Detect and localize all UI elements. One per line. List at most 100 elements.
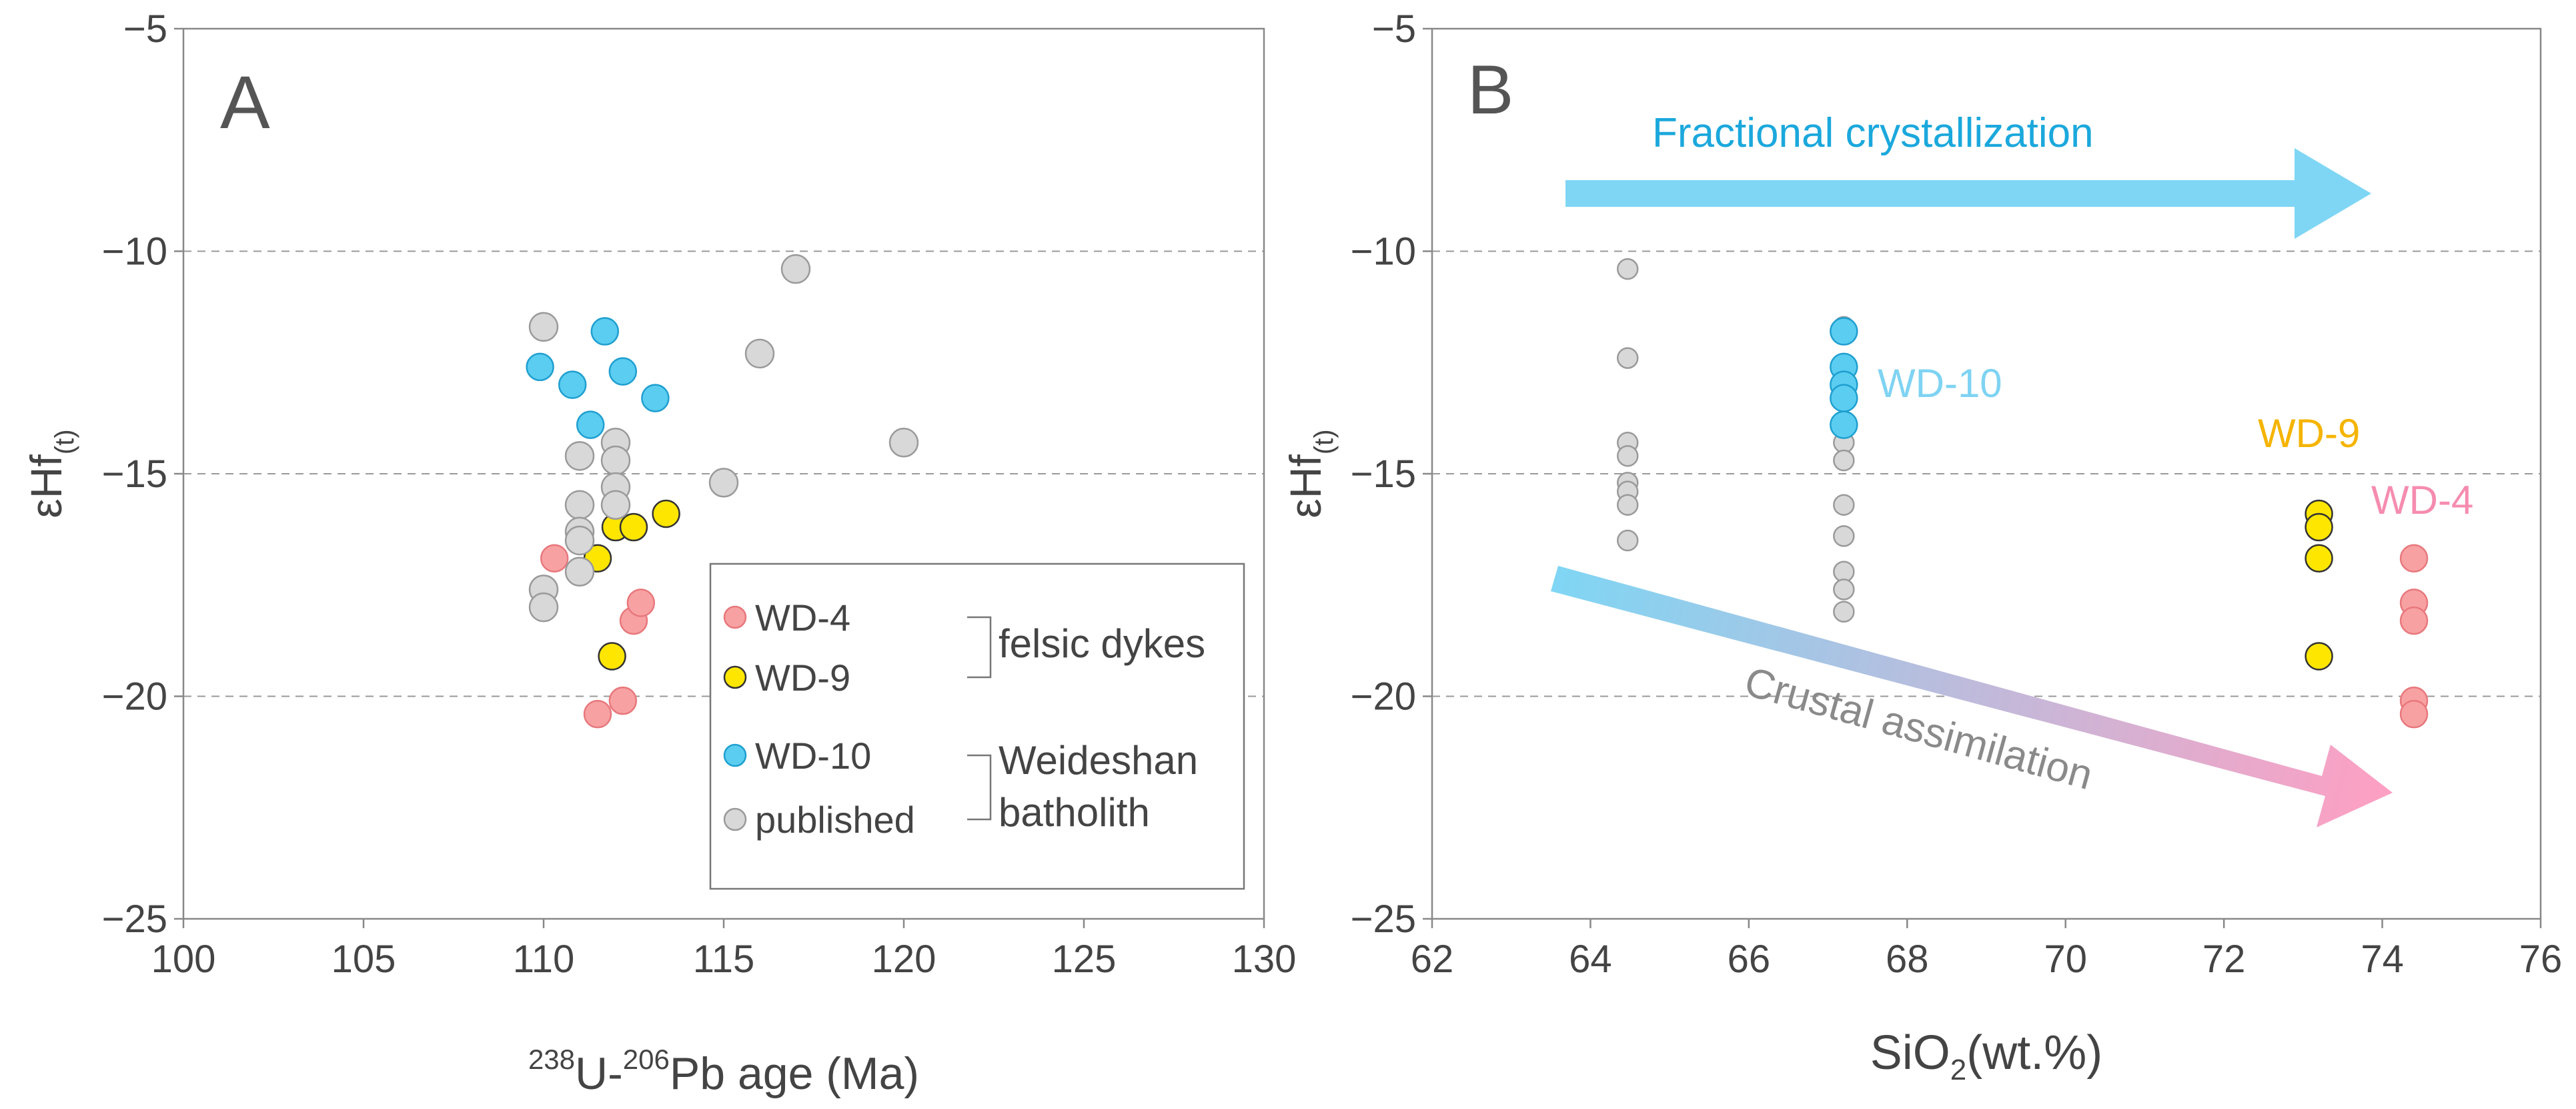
x-tick-label: 100 (151, 938, 216, 981)
point-published (600, 490, 631, 520)
point-published (1833, 449, 1855, 472)
y-tick-label: −25 (102, 897, 167, 941)
annotation-wd4: WD-4 (2371, 478, 2473, 522)
x-axis-label-a: 238U-206Pb age (Ma) (528, 1044, 919, 1099)
legend-marker-wd4 (723, 605, 747, 629)
annotation-wd9: WD-9 (2258, 411, 2360, 456)
x-tick-label: 68 (1886, 938, 1929, 981)
point-wd10 (576, 410, 605, 439)
x-tick-label: 72 (2202, 938, 2246, 981)
legend-group-dykes: felsic dykes (999, 621, 1205, 666)
point-wd9 (2305, 512, 2333, 542)
y-axis-label-a: εHf(t) (21, 429, 79, 518)
point-wd4 (2399, 699, 2429, 729)
x-tick-label: 62 (1411, 938, 1454, 981)
y-axis-label-b: εHf(t) (1281, 429, 1339, 518)
x-axis-label-b: SiO2(wt.%) (1870, 1026, 2103, 1086)
ticks-a (174, 27, 1265, 928)
panel-a: 100 105 110 115 120 125 130 −25 −20 −15 −10 −5 A εH… (21, 7, 1296, 1099)
arrow-crustal-assimilation (1551, 566, 2393, 827)
y-tick-label: −10 (1351, 230, 1416, 274)
point-published (708, 468, 739, 498)
legend-label-wd10: WD-10 (755, 735, 871, 777)
y-tick-label: −20 (102, 675, 167, 719)
x-tick-label: 66 (1728, 938, 1771, 981)
point-wd9 (2305, 642, 2333, 671)
legend-marker-wd10 (723, 743, 747, 767)
legend-bracket-batholith (967, 754, 992, 821)
legend-marker-wd9 (723, 665, 747, 689)
tick-labels-b: 62 64 66 68 70 72 74 76 −25 −20 −15 −10 −5 (1351, 7, 2563, 981)
point-published (1616, 445, 1639, 467)
point-published (1616, 258, 1639, 280)
panel-label-a: A (220, 61, 270, 144)
point-wd9 (598, 642, 626, 671)
point-wd10 (1830, 384, 1858, 412)
panel-label-b: B (1467, 51, 1513, 129)
point-published (1833, 525, 1855, 547)
point-wd10 (641, 384, 670, 412)
point-published (1616, 529, 1639, 552)
point-published (1833, 579, 1855, 601)
legend: WD-4 WD-9 WD-10 published felsic dykes W… (709, 563, 1245, 890)
x-tick-label: 120 (872, 938, 936, 981)
point-wd4 (540, 544, 569, 573)
legend-bracket-dykes (967, 616, 992, 679)
x-tick-label: 70 (2044, 938, 2087, 981)
point-wd10 (1830, 317, 1858, 346)
y-tick-label: −15 (1351, 452, 1416, 496)
y-tick-label: −25 (1351, 897, 1416, 941)
tick-labels-a: 100 105 110 115 120 125 130 −25 −20 −15 −10 −5 (102, 7, 1297, 981)
point-published (528, 312, 559, 342)
y-tick-label: −5 (123, 7, 167, 51)
legend-group-batholith-line1: Weideshan (999, 738, 1198, 783)
legend-label-wd4: WD-4 (755, 597, 850, 639)
legend-marker-published (723, 807, 747, 831)
x-tick-label: 130 (1232, 938, 1297, 981)
point-published (564, 441, 595, 471)
point-published (1616, 494, 1639, 516)
point-wd4 (608, 686, 638, 715)
point-wd4 (583, 699, 612, 729)
x-tick-label: 74 (2361, 938, 2404, 981)
x-tick-label: 105 (332, 938, 396, 981)
x-tick-label: 76 (2519, 938, 2563, 981)
point-published (888, 428, 919, 458)
point-published (564, 557, 595, 587)
point-wd9 (652, 499, 680, 528)
point-published (600, 445, 631, 476)
point-wd10 (608, 357, 638, 386)
y-tick-label: −5 (1372, 7, 1416, 51)
point-published (1833, 494, 1855, 516)
point-published (528, 592, 559, 623)
point-wd10 (558, 370, 587, 399)
points-a (526, 254, 919, 729)
point-wd4 (2399, 544, 2429, 573)
point-published (564, 490, 595, 520)
y-tick-label: −10 (102, 230, 167, 274)
point-published (780, 254, 811, 284)
x-tick-label: 110 (513, 938, 574, 981)
grid-lines-b (1432, 250, 2541, 697)
point-wd10 (526, 352, 554, 382)
point-published (1833, 601, 1855, 623)
panel-b: 62 64 66 68 70 72 74 76 −25 −20 −15 −10 −5 B Fractio… (1281, 7, 2562, 1086)
point-wd4 (2399, 606, 2429, 635)
y-tick-label: −15 (102, 452, 167, 496)
x-tick-label: 64 (1569, 938, 1612, 981)
point-published (1616, 347, 1639, 369)
legend-label-wd9: WD-9 (755, 657, 850, 699)
point-wd10 (1830, 410, 1858, 439)
points-b (1616, 258, 2429, 729)
x-tick-label: 125 (1052, 938, 1117, 981)
point-wd9 (619, 512, 648, 542)
point-published (744, 338, 775, 369)
point-wd10 (590, 317, 620, 346)
point-wd4 (626, 589, 656, 617)
annotation-wd10: WD-10 (1878, 361, 2002, 406)
x-tick-label: 115 (693, 938, 754, 981)
point-wd9 (2305, 544, 2333, 573)
legend-label-published: published (755, 799, 915, 841)
legend-group-batholith-line2: batholith (999, 790, 1150, 835)
